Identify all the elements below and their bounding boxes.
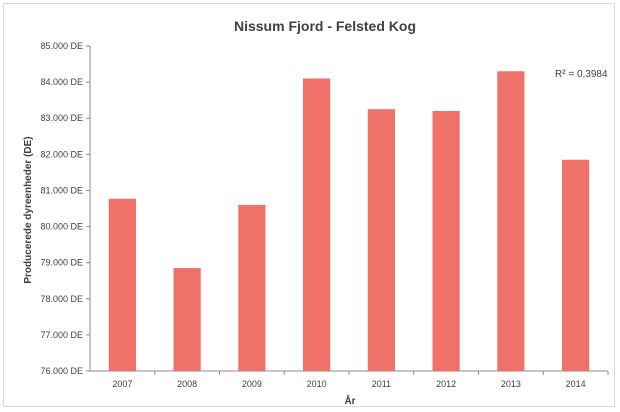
- y-tick-label: 82.000 DE: [40, 149, 83, 159]
- bar-2009: [238, 204, 266, 371]
- chart-title: Nissum Fjord - Felsted Kog: [234, 18, 416, 34]
- y-tick-label: 76.000 DE: [40, 366, 83, 376]
- r-squared-annotation: R² = 0,3984: [555, 69, 608, 80]
- y-tick-label: 77.000 DE: [40, 330, 83, 340]
- y-tick-label: 78.000 DE: [40, 294, 83, 304]
- x-axis: 2007 2008 2009 2010 2011 2012 2013 2014: [90, 370, 609, 389]
- x-tick-label: 2010: [307, 379, 327, 389]
- bar-2013: [497, 71, 525, 372]
- y-tick-label: 84.000 DE: [40, 77, 83, 87]
- x-tick-label: 2013: [501, 379, 521, 389]
- y-tick-label: 81.000 DE: [40, 185, 83, 195]
- y-tick-label: 85.000 DE: [40, 41, 83, 51]
- y-tick-label: 83.000 DE: [40, 113, 83, 123]
- bar-2010: [303, 78, 331, 371]
- x-tick-label: 2011: [372, 379, 391, 389]
- x-tick-label: 2008: [177, 379, 197, 389]
- x-tick-label: 2012: [436, 379, 456, 389]
- y-tick-label: 79.000 DE: [40, 258, 83, 268]
- y-axis: 76.000 DE 77.000 DE 78.000 DE 79.000 DE 80.0…: [40, 41, 91, 376]
- x-tick-label: 2007: [112, 379, 132, 389]
- bars: [108, 71, 590, 372]
- bar-2011: [367, 109, 395, 371]
- bar-2012: [432, 111, 460, 371]
- bar-2014: [562, 159, 590, 371]
- y-tick-label: 80.000 DE: [40, 222, 83, 232]
- x-tick-label: 2009: [242, 379, 262, 389]
- y-axis-title: Producerede dyreenheder (DE): [23, 136, 34, 283]
- bar-2007: [108, 198, 136, 371]
- bar-2008: [173, 268, 201, 371]
- x-axis-title: År: [344, 394, 355, 407]
- x-tick-label: 2014: [566, 379, 586, 389]
